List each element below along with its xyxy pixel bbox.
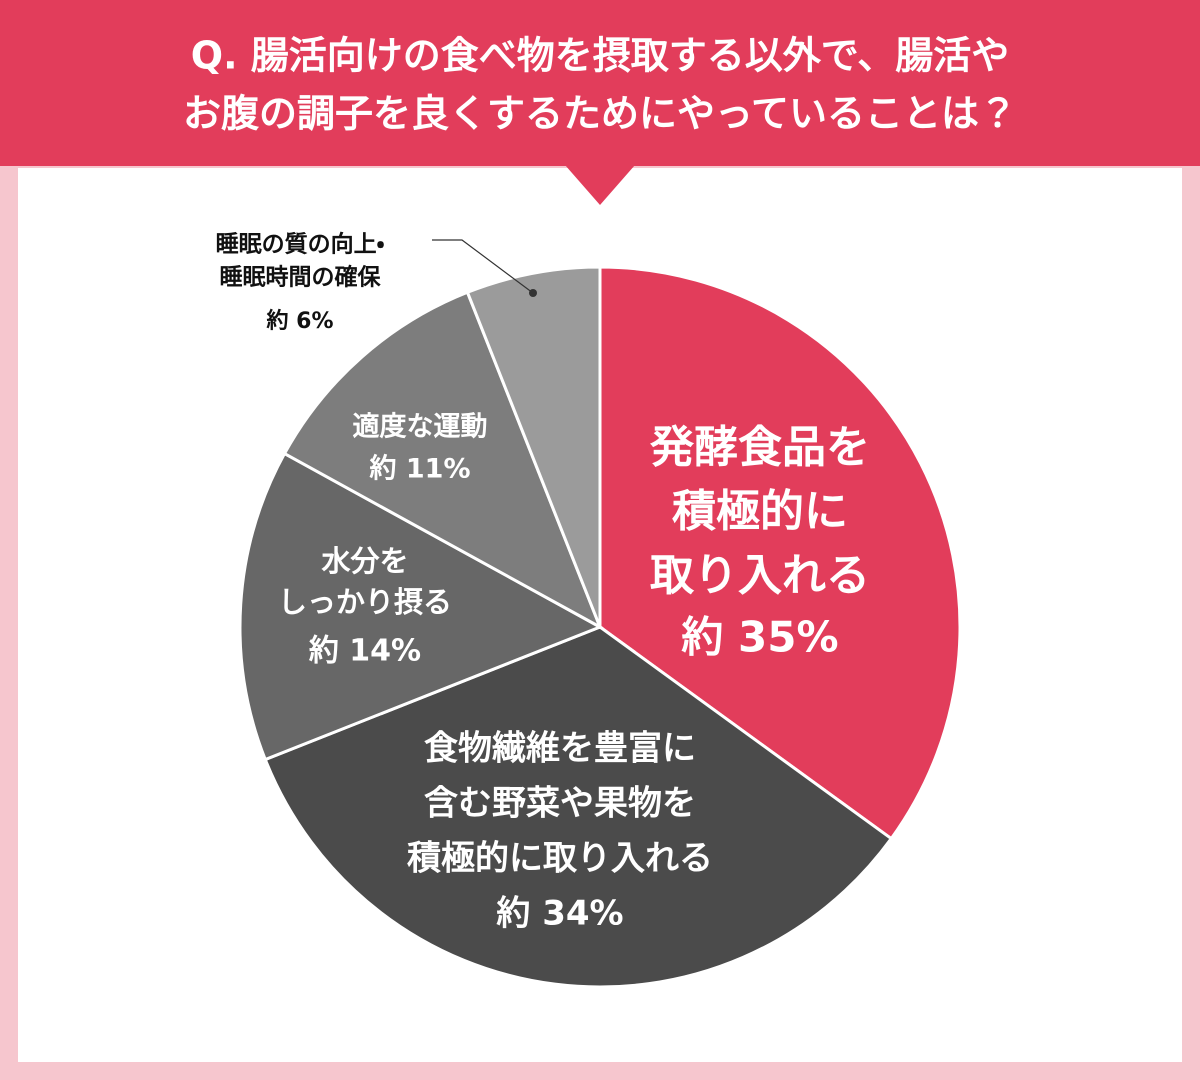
slice-label: 含む野菜や果物を: [424, 784, 696, 824]
header-pointer: [565, 165, 635, 205]
slice-label: しっかり摂る: [278, 585, 452, 619]
value-label: 約 34%: [496, 894, 623, 934]
pie-slice: [263, 625, 894, 989]
slice-label: 積極的に取り入れる: [407, 839, 713, 879]
value-label: 約 14%: [309, 634, 421, 669]
slice-label: 睡眠時間の確保: [220, 264, 382, 291]
value-label: 約 35%: [681, 613, 838, 662]
slice-label: 発酵食品を: [649, 422, 870, 473]
slice-label: 取り入れる: [650, 550, 870, 601]
title-line: Q. 腸活向けの食べ物を摂取する以外で、腸活や: [191, 34, 1009, 78]
leader-line: [432, 239, 534, 294]
title-line: お腹の調子を良くするためにやっていることは？: [183, 92, 1017, 136]
value-label: 約 11%: [368, 454, 470, 485]
pie-slice: [282, 290, 603, 631]
pie-slice: [238, 451, 604, 762]
value-label: 約 6%: [265, 308, 333, 334]
pie: [238, 265, 962, 989]
leader-dot: [529, 289, 537, 297]
pie-slice: [465, 265, 602, 628]
slice-label: 睡眠の質の向上・: [216, 231, 385, 258]
pie-slice: [598, 265, 962, 841]
slice-label: 水分を: [320, 544, 408, 578]
slice-label: 積極的に: [672, 486, 848, 537]
header: [0, 0, 1200, 166]
slice-label: 食物繊維を豊富に: [424, 729, 696, 769]
slice-label: 適度な運動: [353, 412, 488, 443]
